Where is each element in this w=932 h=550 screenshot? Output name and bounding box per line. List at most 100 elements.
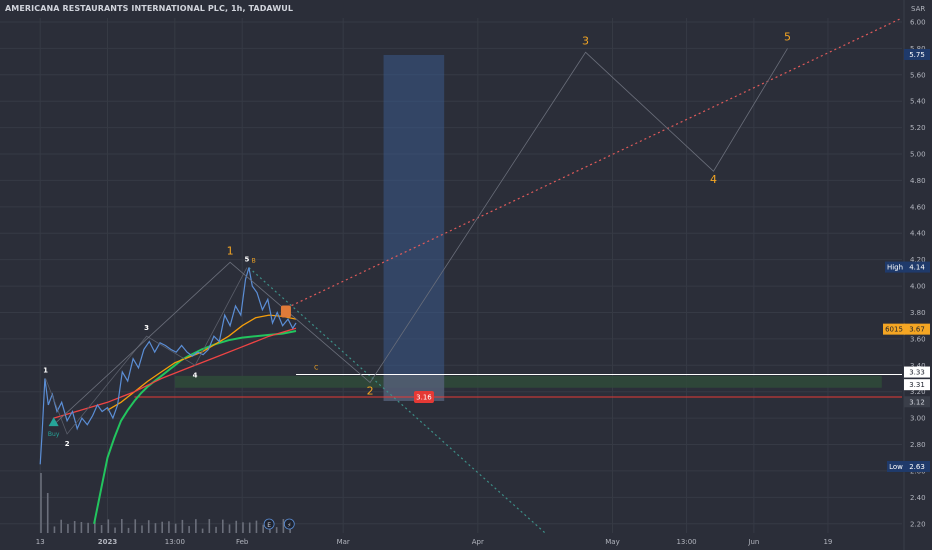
y-tick-label: 4.80 [910, 177, 926, 185]
abc-label: B [252, 257, 256, 264]
y-tick-label: 4.40 [910, 230, 926, 238]
x-tick-label: 2023 [98, 538, 118, 546]
target-price-badge-bg [904, 48, 930, 60]
buy-label: Buy [48, 431, 60, 438]
current-tag: 6015 [885, 326, 903, 334]
volume-bar [255, 520, 258, 533]
volume-bar [235, 520, 238, 533]
volume-bar [134, 519, 137, 533]
x-tick-label: 13:00 [676, 538, 696, 546]
red-marker-bg [413, 390, 434, 403]
volume-bar [181, 519, 184, 533]
price-badges: 5.75 High 4.14 6015 3.67 3.33 3.31 3.12 Low 2.63 3… [413, 48, 930, 472]
x-tick-label: 13:00 [165, 538, 185, 546]
red-line-axis-badge: 3.12 [909, 398, 925, 406]
high-price-badge: 4.14 [909, 264, 925, 272]
red-line-axis-badge-bg [904, 396, 930, 408]
support-zone [174, 375, 882, 388]
current-price-badge: 3.67 [909, 326, 925, 334]
currency-label: SAR [911, 5, 926, 13]
y-tick-label: 2.80 [910, 441, 926, 449]
current-tag-bg [883, 323, 905, 335]
y-tick-label: 4.20 [910, 256, 926, 264]
y-tick-label: 3.80 [910, 309, 926, 317]
x-tick-label: 19 [823, 538, 832, 546]
low-price-badge: 2.63 [909, 463, 925, 471]
trend-line-teal-dashed [248, 267, 546, 534]
large-wave-label: 3 [582, 34, 589, 47]
y-tick-label: 3.00 [910, 415, 926, 423]
zone-lower-badge: 3.31 [909, 381, 925, 389]
small-wave-label: 3 [144, 324, 149, 332]
low-tag: Low [889, 463, 903, 471]
volume-bar [215, 526, 217, 533]
x-tick-label: Mar [337, 538, 350, 546]
target-price-badge: 5.75 [909, 51, 925, 59]
volume-bars [40, 473, 291, 533]
dividend-icon [283, 518, 295, 530]
large-wave-label: 1 [227, 244, 234, 257]
time-axis[interactable]: 13 2023 13:00 Feb Mar Apr May 13:00 Jun 19 [36, 538, 833, 546]
red-marker-label: 3.16 [416, 393, 432, 401]
x-tick-label: 13 [36, 538, 45, 546]
projection-layer [134, 17, 903, 534]
ma-line-2 [53, 327, 297, 419]
y-tick-label: 3.40 [910, 362, 926, 370]
volume-bar [289, 528, 291, 533]
y-tick-label: 4.60 [910, 203, 926, 211]
x-tick-label: Apr [472, 538, 484, 546]
abc-label: C [314, 364, 318, 371]
volume-bar [60, 519, 62, 533]
volume-bar [195, 519, 197, 533]
volume-bar [174, 523, 177, 533]
small-wave-label: 1 [43, 367, 48, 375]
small-wave-label: 2 [65, 440, 70, 448]
volume-bar [188, 526, 190, 533]
projection-box [383, 54, 445, 401]
zone-lower-badge-bg [904, 379, 930, 391]
buy-arrow-icon [48, 417, 59, 427]
x-tick-label: May [605, 538, 619, 546]
x-tick-label: Feb [236, 538, 249, 546]
small-wave-label: 5 [244, 256, 249, 264]
volume-bar [221, 519, 224, 533]
y-tick-label: 6.00 [910, 18, 926, 26]
volume-bar [228, 524, 231, 533]
ma-line-0 [93, 330, 297, 524]
y-tick-label: 5.60 [910, 71, 926, 79]
volume-bar [282, 519, 285, 533]
volume-bar [107, 519, 110, 533]
volume-bar [242, 522, 244, 533]
low-price-badge-bg [904, 460, 930, 472]
price-axis[interactable]: 6.00 5.80 5.60 5.40 5.20 5.00 4.80 4.60 4.40 4.20… [903, 0, 926, 550]
y-tick-label: 3.20 [910, 388, 926, 396]
earnings-icon [263, 518, 275, 530]
volume-bar [67, 524, 69, 533]
large-wave-label: 2 [367, 384, 374, 397]
x-tick-label: Jun [747, 538, 759, 546]
event-marker-label: E [267, 522, 271, 529]
volume-bar [275, 527, 278, 533]
volume-bar [120, 519, 123, 533]
zone-upper-badge-bg [904, 366, 930, 378]
volume-bar [262, 524, 264, 533]
volume-bar [161, 521, 163, 533]
volume-bar [248, 522, 251, 533]
y-tick-label: 5.80 [910, 45, 926, 53]
volume-bar [208, 519, 211, 533]
y-tick-label: 5.40 [910, 98, 926, 106]
volume-bar [80, 522, 83, 533]
small-wave-label: 4 [193, 371, 198, 379]
zone-upper-badge: 3.33 [909, 369, 925, 377]
large-wave-path [53, 48, 788, 425]
sell-marker-icon [280, 305, 291, 318]
volume-bar [40, 473, 42, 533]
volume-bar [114, 527, 116, 533]
event-marker-label: ⚡ [287, 522, 291, 529]
price-line [39, 267, 297, 465]
current-price-badge-bg [904, 323, 930, 335]
y-tick-label: 2.20 [910, 520, 926, 528]
volume-bar [154, 523, 157, 533]
